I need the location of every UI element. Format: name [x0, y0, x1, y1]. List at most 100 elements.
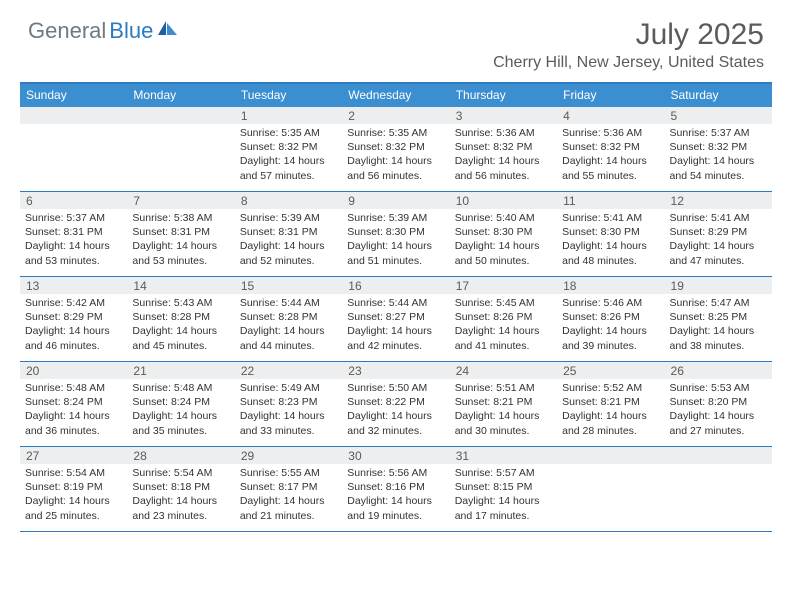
- day-cell: 26Sunrise: 5:53 AMSunset: 8:20 PMDayligh…: [665, 362, 772, 446]
- daylight-line: Daylight: 14 hours and 44 minutes.: [240, 324, 337, 352]
- day-details: Sunrise: 5:40 AMSunset: 8:30 PMDaylight:…: [450, 209, 557, 272]
- day-details: Sunrise: 5:37 AMSunset: 8:31 PMDaylight:…: [20, 209, 127, 272]
- sunset-line: Sunset: 8:31 PM: [25, 225, 122, 239]
- day-number: 20: [20, 362, 127, 379]
- sunrise-line: Sunrise: 5:35 AM: [347, 126, 444, 140]
- daylight-line: Daylight: 14 hours and 35 minutes.: [132, 409, 229, 437]
- day-number: 15: [235, 277, 342, 294]
- daylight-line: Daylight: 14 hours and 50 minutes.: [455, 239, 552, 267]
- day-cell: 13Sunrise: 5:42 AMSunset: 8:29 PMDayligh…: [20, 277, 127, 361]
- sunrise-line: Sunrise: 5:45 AM: [455, 296, 552, 310]
- day-number: 30: [342, 447, 449, 464]
- day-number: [665, 447, 772, 464]
- week-row: 1Sunrise: 5:35 AMSunset: 8:32 PMDaylight…: [20, 107, 772, 192]
- week-row: 13Sunrise: 5:42 AMSunset: 8:29 PMDayligh…: [20, 277, 772, 362]
- day-details: Sunrise: 5:35 AMSunset: 8:32 PMDaylight:…: [342, 124, 449, 187]
- sunset-line: Sunset: 8:15 PM: [455, 480, 552, 494]
- day-number: 25: [557, 362, 664, 379]
- location-subtitle: Cherry Hill, New Jersey, United States: [493, 54, 764, 72]
- sunset-line: Sunset: 8:28 PM: [132, 310, 229, 324]
- sunrise-line: Sunrise: 5:41 AM: [670, 211, 767, 225]
- sunset-line: Sunset: 8:25 PM: [670, 310, 767, 324]
- day-details: Sunrise: 5:41 AMSunset: 8:29 PMDaylight:…: [665, 209, 772, 272]
- day-number: 14: [127, 277, 234, 294]
- daylight-line: Daylight: 14 hours and 19 minutes.: [347, 494, 444, 522]
- dayname-tuesday: Tuesday: [235, 84, 342, 107]
- day-details: Sunrise: 5:45 AMSunset: 8:26 PMDaylight:…: [450, 294, 557, 357]
- sunset-line: Sunset: 8:29 PM: [25, 310, 122, 324]
- day-details: Sunrise: 5:39 AMSunset: 8:30 PMDaylight:…: [342, 209, 449, 272]
- day-number: 26: [665, 362, 772, 379]
- day-number: 22: [235, 362, 342, 379]
- month-title: July 2025: [493, 18, 764, 52]
- sunrise-line: Sunrise: 5:49 AM: [240, 381, 337, 395]
- day-cell: 9Sunrise: 5:39 AMSunset: 8:30 PMDaylight…: [342, 192, 449, 276]
- daylight-line: Daylight: 14 hours and 54 minutes.: [670, 154, 767, 182]
- daylight-line: Daylight: 14 hours and 53 minutes.: [132, 239, 229, 267]
- dayname-wednesday: Wednesday: [342, 84, 449, 107]
- day-number: 29: [235, 447, 342, 464]
- day-details: Sunrise: 5:36 AMSunset: 8:32 PMDaylight:…: [557, 124, 664, 187]
- sunrise-line: Sunrise: 5:50 AM: [347, 381, 444, 395]
- sunrise-line: Sunrise: 5:40 AM: [455, 211, 552, 225]
- sail-icon: [157, 20, 179, 43]
- daylight-line: Daylight: 14 hours and 48 minutes.: [562, 239, 659, 267]
- sunset-line: Sunset: 8:32 PM: [455, 140, 552, 154]
- day-details: Sunrise: 5:38 AMSunset: 8:31 PMDaylight:…: [127, 209, 234, 272]
- daylight-line: Daylight: 14 hours and 53 minutes.: [25, 239, 122, 267]
- sunrise-line: Sunrise: 5:57 AM: [455, 466, 552, 480]
- day-details: Sunrise: 5:41 AMSunset: 8:30 PMDaylight:…: [557, 209, 664, 272]
- sunrise-line: Sunrise: 5:48 AM: [25, 381, 122, 395]
- sunrise-line: Sunrise: 5:42 AM: [25, 296, 122, 310]
- daylight-line: Daylight: 14 hours and 30 minutes.: [455, 409, 552, 437]
- daylight-line: Daylight: 14 hours and 52 minutes.: [240, 239, 337, 267]
- brand-logo: General Blue: [28, 18, 179, 44]
- day-number: 10: [450, 192, 557, 209]
- daylight-line: Daylight: 14 hours and 25 minutes.: [25, 494, 122, 522]
- daylight-line: Daylight: 14 hours and 46 minutes.: [25, 324, 122, 352]
- day-cell: 20Sunrise: 5:48 AMSunset: 8:24 PMDayligh…: [20, 362, 127, 446]
- daylight-line: Daylight: 14 hours and 28 minutes.: [562, 409, 659, 437]
- sunset-line: Sunset: 8:20 PM: [670, 395, 767, 409]
- sunset-line: Sunset: 8:32 PM: [670, 140, 767, 154]
- day-cell: [665, 447, 772, 531]
- day-number: 11: [557, 192, 664, 209]
- sunset-line: Sunset: 8:30 PM: [455, 225, 552, 239]
- day-number: 4: [557, 107, 664, 124]
- day-cell: 15Sunrise: 5:44 AMSunset: 8:28 PMDayligh…: [235, 277, 342, 361]
- daylight-line: Daylight: 14 hours and 21 minutes.: [240, 494, 337, 522]
- dayname-saturday: Saturday: [665, 84, 772, 107]
- day-details: [127, 124, 234, 130]
- day-cell: 16Sunrise: 5:44 AMSunset: 8:27 PMDayligh…: [342, 277, 449, 361]
- day-details: Sunrise: 5:46 AMSunset: 8:26 PMDaylight:…: [557, 294, 664, 357]
- dayname-friday: Friday: [557, 84, 664, 107]
- day-details: [665, 464, 772, 470]
- day-cell: 19Sunrise: 5:47 AMSunset: 8:25 PMDayligh…: [665, 277, 772, 361]
- daylight-line: Daylight: 14 hours and 23 minutes.: [132, 494, 229, 522]
- daylight-line: Daylight: 14 hours and 36 minutes.: [25, 409, 122, 437]
- day-details: Sunrise: 5:56 AMSunset: 8:16 PMDaylight:…: [342, 464, 449, 527]
- daylight-line: Daylight: 14 hours and 47 minutes.: [670, 239, 767, 267]
- day-details: Sunrise: 5:43 AMSunset: 8:28 PMDaylight:…: [127, 294, 234, 357]
- day-number: [20, 107, 127, 124]
- brand-word-2: Blue: [109, 18, 153, 44]
- sunrise-line: Sunrise: 5:47 AM: [670, 296, 767, 310]
- day-number: 27: [20, 447, 127, 464]
- day-number: [127, 107, 234, 124]
- day-cell: 17Sunrise: 5:45 AMSunset: 8:26 PMDayligh…: [450, 277, 557, 361]
- day-cell: 7Sunrise: 5:38 AMSunset: 8:31 PMDaylight…: [127, 192, 234, 276]
- day-details: Sunrise: 5:51 AMSunset: 8:21 PMDaylight:…: [450, 379, 557, 442]
- sunrise-line: Sunrise: 5:39 AM: [240, 211, 337, 225]
- day-number: 23: [342, 362, 449, 379]
- day-details: Sunrise: 5:42 AMSunset: 8:29 PMDaylight:…: [20, 294, 127, 357]
- day-details: Sunrise: 5:44 AMSunset: 8:28 PMDaylight:…: [235, 294, 342, 357]
- day-cell: 10Sunrise: 5:40 AMSunset: 8:30 PMDayligh…: [450, 192, 557, 276]
- day-number: 3: [450, 107, 557, 124]
- sunrise-line: Sunrise: 5:36 AM: [455, 126, 552, 140]
- brand-word-1: General: [28, 18, 106, 44]
- sunrise-line: Sunrise: 5:55 AM: [240, 466, 337, 480]
- sunset-line: Sunset: 8:21 PM: [562, 395, 659, 409]
- sunset-line: Sunset: 8:26 PM: [455, 310, 552, 324]
- day-cell: 3Sunrise: 5:36 AMSunset: 8:32 PMDaylight…: [450, 107, 557, 191]
- sunrise-line: Sunrise: 5:54 AM: [25, 466, 122, 480]
